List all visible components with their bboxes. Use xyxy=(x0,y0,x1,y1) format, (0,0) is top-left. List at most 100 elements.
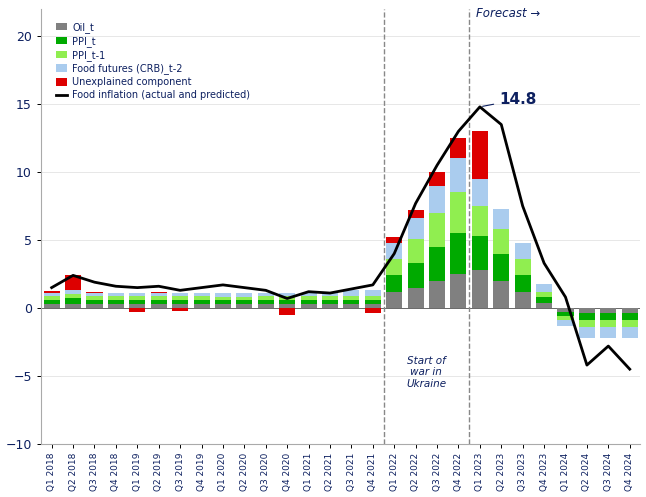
Food inflation (actual and predicted) xyxy=(540,260,548,266)
Bar xyxy=(472,270,488,308)
Bar xyxy=(151,304,167,308)
Food inflation (actual and predicted) xyxy=(48,285,56,291)
Bar xyxy=(557,320,574,326)
Food inflation (actual and predicted) xyxy=(605,343,612,349)
Bar xyxy=(600,308,616,314)
Bar xyxy=(429,186,445,213)
Bar xyxy=(429,247,445,281)
Bar xyxy=(44,300,59,304)
Bar xyxy=(172,293,188,296)
Bar xyxy=(129,308,145,312)
Food inflation (actual and predicted) xyxy=(390,250,398,256)
Bar xyxy=(408,239,424,263)
Food inflation (actual and predicted) xyxy=(284,296,291,302)
Food inflation (actual and predicted) xyxy=(155,283,163,289)
Food inflation (actual and predicted) xyxy=(112,283,120,289)
Bar xyxy=(621,327,638,338)
Bar xyxy=(621,314,638,320)
Bar xyxy=(536,303,552,308)
Bar xyxy=(322,292,338,296)
Bar xyxy=(258,300,274,304)
Bar xyxy=(279,300,295,304)
Food inflation (actual and predicted) xyxy=(626,366,634,372)
Bar xyxy=(450,192,466,233)
Bar xyxy=(151,293,167,296)
Bar xyxy=(44,291,59,293)
Bar xyxy=(129,296,145,300)
Bar xyxy=(429,213,445,247)
Bar xyxy=(279,304,295,308)
Bar xyxy=(44,304,59,308)
Food inflation (actual and predicted) xyxy=(90,279,98,285)
Bar xyxy=(215,293,231,297)
Bar xyxy=(215,297,231,300)
Bar xyxy=(579,327,595,338)
Bar xyxy=(65,299,81,304)
Bar xyxy=(194,304,209,308)
Bar xyxy=(194,300,209,304)
Bar xyxy=(87,296,103,300)
Bar xyxy=(450,233,466,274)
Bar xyxy=(536,292,552,297)
Bar xyxy=(258,293,274,296)
Bar xyxy=(236,300,253,304)
Bar xyxy=(494,281,509,308)
Bar xyxy=(494,209,509,229)
Bar xyxy=(429,172,445,186)
Bar xyxy=(557,308,574,312)
Bar xyxy=(300,293,317,296)
Bar xyxy=(365,308,381,314)
Bar xyxy=(365,304,381,308)
Bar xyxy=(344,290,359,296)
Bar xyxy=(129,304,145,308)
Bar xyxy=(365,290,381,296)
Bar xyxy=(300,296,317,300)
Bar xyxy=(151,300,167,304)
Food inflation (actual and predicted) xyxy=(198,285,205,291)
Bar xyxy=(344,300,359,304)
Bar xyxy=(300,304,317,308)
Bar xyxy=(472,236,488,270)
Bar xyxy=(621,308,638,314)
Bar xyxy=(108,304,124,308)
Bar xyxy=(279,308,295,315)
Bar xyxy=(386,259,402,275)
Bar xyxy=(579,314,595,320)
Food inflation (actual and predicted) xyxy=(433,163,441,168)
Bar xyxy=(472,179,488,206)
Bar xyxy=(579,308,595,314)
Bar xyxy=(515,259,531,275)
Line: Food inflation (actual and predicted): Food inflation (actual and predicted) xyxy=(52,107,630,369)
Food inflation (actual and predicted) xyxy=(69,272,77,278)
Bar xyxy=(194,296,209,300)
Bar xyxy=(450,274,466,308)
Food inflation (actual and predicted) xyxy=(455,128,463,134)
Food inflation (actual and predicted) xyxy=(497,122,505,128)
Bar xyxy=(258,296,274,300)
Bar xyxy=(557,312,574,316)
Bar xyxy=(386,275,402,292)
Bar xyxy=(322,296,338,300)
Text: 14.8: 14.8 xyxy=(483,92,537,107)
Bar xyxy=(279,293,295,296)
Bar xyxy=(515,275,531,292)
Bar xyxy=(322,300,338,304)
Bar xyxy=(129,293,145,296)
Bar xyxy=(194,293,209,296)
Bar xyxy=(365,300,381,304)
Bar xyxy=(515,243,531,259)
Bar xyxy=(108,300,124,304)
Food inflation (actual and predicted) xyxy=(583,362,591,368)
Bar xyxy=(172,300,188,304)
Bar xyxy=(515,292,531,308)
Bar xyxy=(172,304,188,308)
Bar xyxy=(557,316,574,320)
Bar xyxy=(236,304,253,308)
Bar xyxy=(450,138,466,159)
Food inflation (actual and predicted) xyxy=(326,290,334,296)
Food inflation (actual and predicted) xyxy=(348,286,355,292)
Bar xyxy=(408,210,424,218)
Bar xyxy=(536,283,552,292)
Bar xyxy=(344,304,359,308)
Bar xyxy=(87,293,103,296)
